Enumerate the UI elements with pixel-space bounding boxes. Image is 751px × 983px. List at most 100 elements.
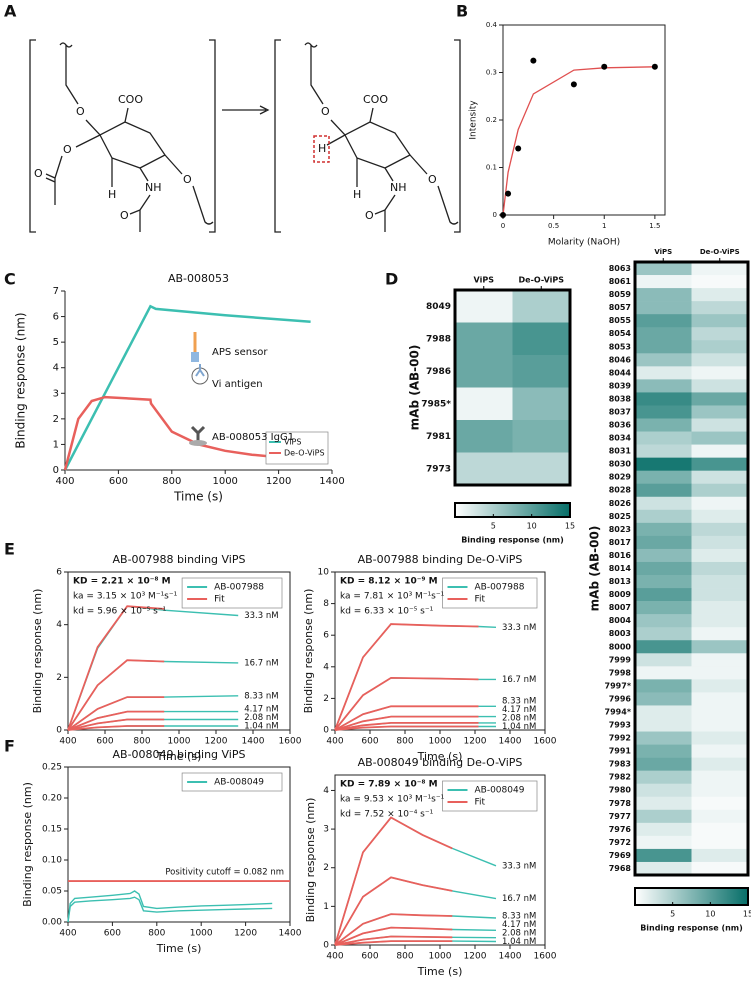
heatmap-cell	[691, 405, 749, 419]
heatmap-cell	[691, 679, 749, 693]
row-label: 8023	[609, 525, 631, 534]
annotation: Vi antigen	[212, 379, 263, 390]
atom-label: O	[120, 209, 129, 222]
heatmap-cell	[635, 405, 692, 419]
heatmap-cell	[691, 522, 749, 537]
heatmap-cell	[635, 718, 692, 732]
x-tick-label: 0	[501, 222, 505, 230]
heatmap-cell	[635, 548, 692, 563]
x-axis-label: Time (s)	[417, 750, 463, 763]
row-label: 8016	[609, 551, 632, 560]
heatmap-cell	[691, 692, 749, 706]
x-tick-label: 800	[396, 737, 413, 747]
x-tick-label: 600	[104, 929, 121, 939]
data-point	[500, 212, 506, 218]
legend-label: AB-007988	[475, 583, 525, 593]
heatmap-frame	[633, 260, 750, 877]
heatmap-cell	[635, 809, 692, 824]
row-label: 8029	[609, 473, 632, 482]
data-point	[601, 63, 608, 70]
kinetic-constant: kd = 7.52 × 10⁻⁴ s⁻¹	[340, 810, 434, 820]
trace-label: 16.7 nM	[244, 658, 278, 668]
x-tick-label: 800	[133, 737, 150, 747]
x-tick-label: 400	[326, 737, 343, 747]
row-label: 8053	[609, 342, 631, 351]
heatmap-cell	[635, 848, 692, 863]
x-tick-label: 400	[326, 952, 343, 962]
heatmap-cell	[635, 483, 692, 498]
y-tick-label: 0	[53, 465, 59, 476]
row-label: 7973	[426, 464, 451, 474]
icon	[189, 440, 207, 446]
heatmap-cell	[455, 290, 513, 323]
icon	[195, 364, 205, 377]
chart-title: AB-007988 binding De-O-ViPS	[358, 553, 523, 566]
fit-curve	[67, 718, 165, 731]
legend-label: Fit	[475, 595, 486, 605]
data-point	[651, 63, 658, 70]
heatmap-cell	[635, 340, 692, 354]
heatmap-cell	[691, 614, 749, 628]
heatmap-cell	[691, 431, 749, 445]
heatmap-cell	[512, 420, 571, 453]
heatmap-cell	[691, 601, 749, 615]
y-axis-label: Binding response (nm)	[31, 589, 44, 714]
row-label: 7983	[609, 760, 631, 769]
heatmap-cell	[512, 387, 571, 421]
fit-curve	[334, 816, 453, 946]
x-tick-label: 800	[162, 476, 181, 487]
chart-title: AB-007988 binding ViPS	[113, 553, 246, 566]
heatmap-cell	[635, 614, 692, 628]
x-tick-label: 1200	[464, 952, 487, 962]
data-trace	[334, 623, 497, 731]
column-label: De-O-ViPS	[519, 276, 565, 285]
data-trace	[67, 896, 273, 923]
cutoff-label: Positivity cutoff = 0.082 nm	[165, 868, 284, 878]
legend-box	[181, 772, 283, 792]
y-tick-label: 4	[53, 363, 59, 374]
heatmap-cell	[635, 431, 692, 445]
row-label: 7986	[426, 367, 451, 377]
icon	[190, 425, 206, 441]
row-label: 8004	[609, 616, 632, 625]
y-axis-label: Binding response (nm)	[304, 798, 317, 923]
heatmap-cell	[691, 848, 749, 863]
heatmap-cell	[635, 640, 692, 654]
legend-label: De-O-ViPS	[284, 449, 325, 458]
kinetic-constant: KD = 8.12 × 10⁻⁹ M	[340, 577, 438, 587]
heatmap-cell	[691, 809, 749, 824]
x-axis-label: Molarity (NaOH)	[548, 238, 620, 248]
legend-label: ViPS	[284, 438, 301, 447]
x-tick-label: 1.5	[649, 222, 660, 230]
heatmap-cell	[691, 275, 749, 289]
legend-box	[181, 577, 283, 609]
heatmap-cell	[635, 835, 692, 850]
row-label: 8028	[609, 486, 632, 495]
fit-curve	[334, 913, 453, 946]
row-label: 8003	[609, 629, 631, 638]
plot-frame	[67, 766, 291, 923]
kinetic-constant: kd = 6.33 × 10⁻⁵ s⁻¹	[340, 607, 434, 617]
atom-label: NH	[390, 181, 407, 194]
x-tick-label: 600	[109, 476, 128, 487]
row-label: 8057	[609, 303, 631, 312]
y-tick-label: 0.4	[486, 21, 498, 29]
x-tick-label: 1600	[534, 952, 557, 962]
fit-curve	[67, 725, 165, 731]
y-tick-label: 1	[323, 902, 329, 912]
heatmap-cell	[691, 262, 749, 276]
structure-right: O COO H H NH O O	[274, 39, 461, 233]
trace-label: 33.3 nM	[502, 861, 536, 871]
colorbar-tick-label: 15	[743, 910, 751, 919]
heatmap-cell	[691, 457, 749, 471]
heatmap-cell	[635, 653, 692, 667]
row-label: 7982	[609, 773, 631, 782]
colorbar-tick-label: 10	[527, 522, 537, 531]
y-tick-label: 0.25	[42, 763, 62, 773]
column-label: ViPS	[474, 276, 495, 285]
row-label: 8061	[609, 277, 632, 286]
heatmap-cell	[455, 387, 513, 421]
x-tick-label: 400	[59, 737, 76, 747]
atom-label: O	[365, 209, 374, 222]
kinetic-constant: kd = 5.96 × 10⁻⁵ s⁻¹	[73, 607, 167, 617]
